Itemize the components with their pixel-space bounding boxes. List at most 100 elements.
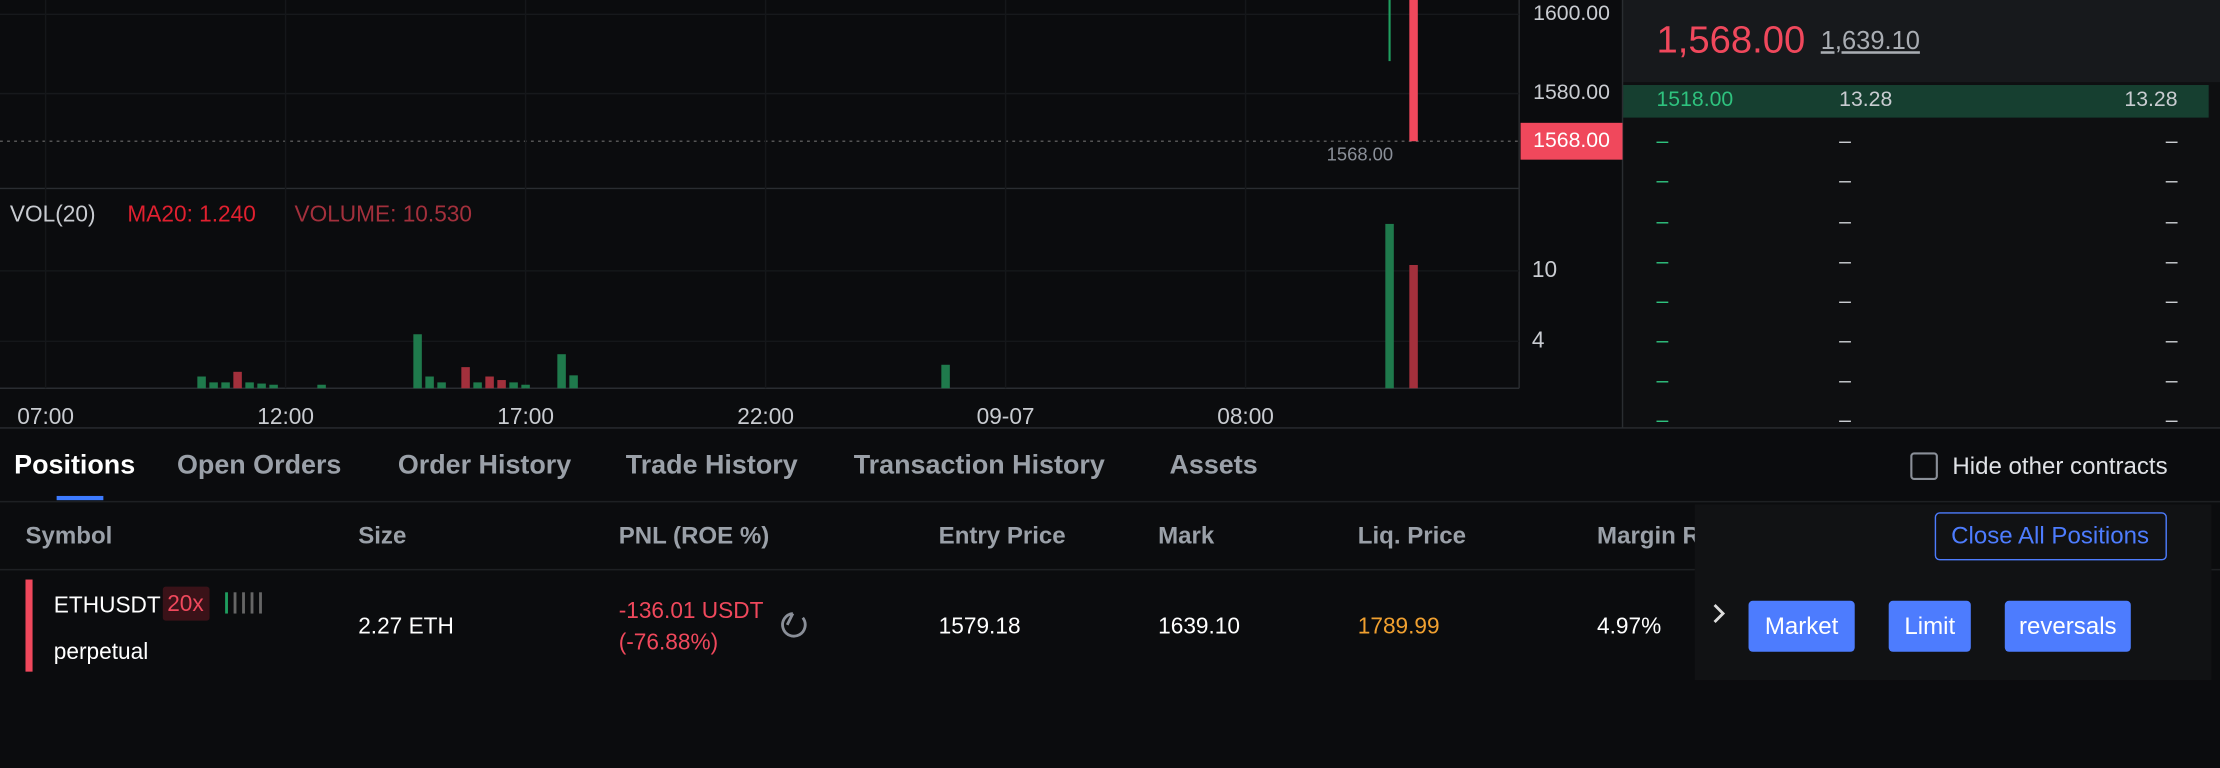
column-header: Symbol	[25, 522, 112, 549]
action-label[interactable]: reversals	[2019, 613, 2117, 640]
volume-bar	[941, 364, 950, 389]
volume-bar	[473, 382, 482, 389]
action-label[interactable]: Market	[1765, 613, 1839, 640]
volume-bar	[461, 367, 470, 389]
volume-bar	[245, 382, 254, 389]
low-marker-label: 1568.00	[1327, 143, 1394, 164]
book-price: –	[1657, 368, 1669, 392]
liq-price: 1789.99	[1358, 613, 1440, 639]
volume-annotation: VOLUME: 10.530	[294, 200, 472, 226]
x-tick-label: 09-07	[977, 403, 1035, 429]
book-size: –	[1839, 288, 1851, 312]
volume-bar	[521, 384, 530, 389]
hide-other-label[interactable]: Hide other contracts	[1952, 453, 2167, 480]
volume-bar	[197, 376, 206, 389]
book-mark-price: 1,639.10	[1821, 27, 1920, 55]
order-book-highlight	[1622, 85, 2209, 118]
tab[interactable]: Trade History	[626, 449, 798, 479]
symbol: ETHUSDT	[54, 591, 161, 617]
book-price: –	[1657, 128, 1669, 152]
refresh-icon[interactable]	[781, 612, 807, 638]
volume-title: VOL(20)	[10, 200, 96, 226]
x-tick-label: 12:00	[257, 403, 314, 429]
book-price: –	[1657, 407, 1669, 431]
volume-bar	[509, 382, 518, 389]
entry-price: 1579.18	[939, 613, 1021, 639]
volume-bar	[1409, 264, 1418, 389]
x-tick-label: 17:00	[497, 403, 554, 429]
tab[interactable]: Assets	[1169, 449, 1257, 479]
pnl: -136.01 USDT	[619, 597, 764, 623]
volume-bar	[497, 380, 506, 389]
tab[interactable]: Transaction History	[854, 449, 1105, 479]
volume-bar	[557, 354, 566, 389]
action-label[interactable]: Limit	[1904, 613, 1955, 640]
y-tick-label: 1600.00	[1533, 1, 1610, 25]
book-total: –	[2166, 328, 2178, 352]
candle-body	[1409, 0, 1418, 142]
tab[interactable]: Positions	[14, 449, 135, 479]
close-all-button[interactable]	[1934, 512, 2167, 561]
last-price-badge	[1520, 122, 1623, 160]
x-tick-label: 07:00	[17, 403, 74, 429]
book-total: –	[2166, 249, 2178, 273]
close-all-label[interactable]: Close All Positions	[1951, 522, 2149, 549]
book-total: –	[2166, 128, 2178, 152]
book-size: –	[1839, 328, 1851, 352]
book-size: –	[1839, 407, 1851, 431]
volume-bar	[317, 384, 326, 389]
column-header: Size	[358, 522, 406, 549]
book-size: –	[1839, 249, 1851, 273]
book-price: –	[1657, 209, 1669, 233]
book-size: –	[1839, 209, 1851, 233]
book-size: –	[1839, 168, 1851, 192]
volume-annotation: MA20: 1.240	[127, 200, 255, 226]
mark-price: 1639.10	[1158, 613, 1240, 639]
last-price-label: 1568.00	[1533, 128, 1610, 152]
column-header: Mark	[1158, 522, 1215, 549]
checkbox[interactable]	[1910, 452, 1938, 480]
book-last-price: 1,568.00	[1657, 19, 1806, 62]
volume-bar	[233, 371, 242, 389]
column-header: Liq. Price	[1358, 522, 1466, 549]
book-price: –	[1657, 328, 1669, 352]
y-tick-label: 1580.00	[1533, 80, 1610, 104]
side-indicator	[25, 579, 33, 672]
book-total: –	[2166, 368, 2178, 392]
book-total: 13.28	[2124, 87, 2177, 111]
book-total: –	[2166, 288, 2178, 312]
book-size: –	[1839, 368, 1851, 392]
x-tick-label: 08:00	[1217, 403, 1274, 429]
volume-bar	[437, 382, 446, 389]
book-total: –	[2166, 168, 2178, 192]
action-button[interactable]	[1748, 600, 1855, 652]
volume-bar	[569, 375, 578, 389]
book-price: 1518.00	[1657, 87, 1734, 111]
volume-bar	[485, 376, 494, 389]
book-size: 13.28	[1839, 87, 1892, 111]
expand-chevron[interactable]	[1713, 604, 1726, 624]
volume-bar	[425, 376, 434, 389]
column-header: PNL (ROE %)	[619, 522, 770, 549]
active-tab-underline	[56, 495, 104, 501]
volume-bar	[257, 383, 266, 389]
volume-bar	[413, 334, 422, 389]
column-header: Entry Price	[939, 522, 1066, 549]
action-button[interactable]	[1888, 600, 1971, 652]
size: 2.27 ETH	[358, 613, 454, 639]
action-button[interactable]	[2004, 600, 2131, 652]
book-price: –	[1657, 249, 1669, 273]
roe: (-76.88%)	[619, 628, 718, 654]
leverage-badge	[162, 586, 210, 621]
order-book-header	[1622, 0, 2220, 83]
tab[interactable]: Order History	[398, 449, 571, 479]
volume-bar	[221, 382, 230, 389]
contract-kind: perpetual	[54, 638, 148, 664]
tab[interactable]: Open Orders	[177, 449, 341, 479]
book-price: –	[1657, 168, 1669, 192]
book-total: –	[2166, 209, 2178, 233]
x-tick-label: 22:00	[737, 403, 794, 429]
book-price: –	[1657, 288, 1669, 312]
volume-bar	[269, 384, 278, 389]
